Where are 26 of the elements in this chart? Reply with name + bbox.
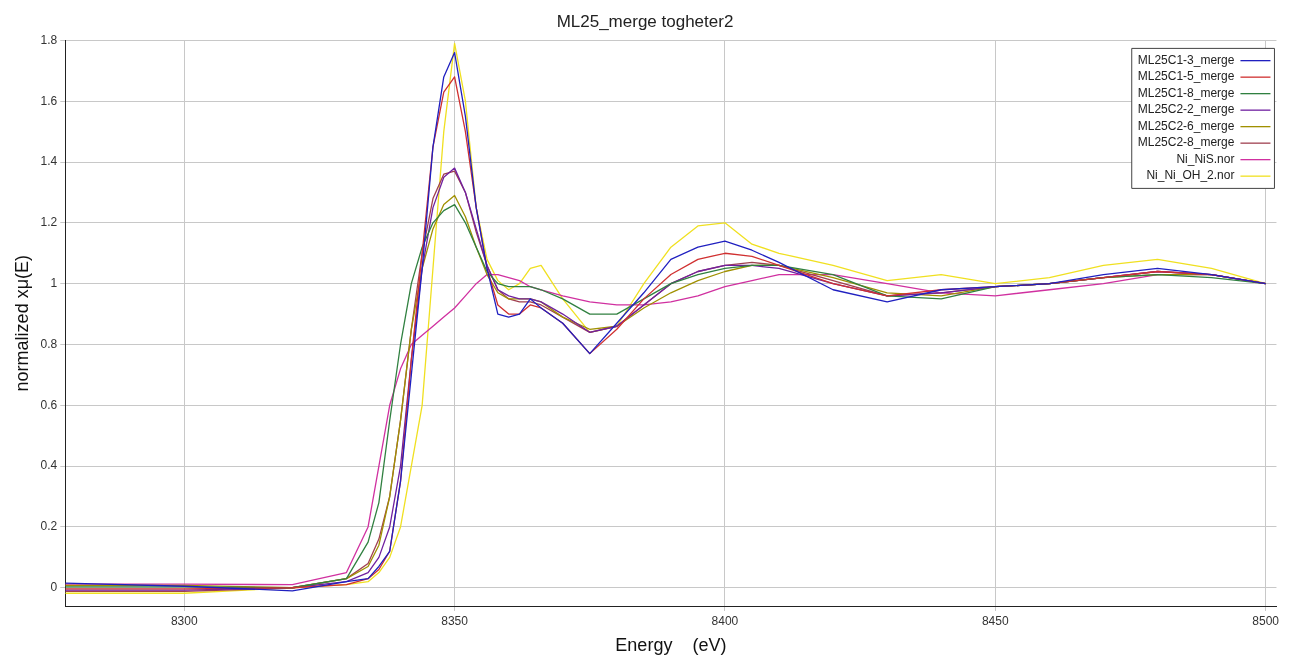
x-tick-label: 8300 (170, 613, 198, 628)
x-axis-title: Energy (eV) (615, 635, 727, 656)
x-tick-label: 8400 (711, 613, 739, 628)
legend-label: ML25C1-3_merge (1137, 52, 1235, 67)
x-tick-label: 8350 (441, 613, 469, 628)
x-tick-label: 8450 (981, 613, 1009, 628)
legend-label: ML25C2-8_merge (1137, 135, 1235, 150)
y-tick-label: 0.6 (40, 397, 58, 412)
y-tick-label: 0.4 (40, 458, 58, 473)
y-axis-title: normalized xμ(E) (11, 255, 32, 392)
legend-label: ML25C1-8_merge (1137, 85, 1235, 100)
y-tick-label: 0.8 (40, 336, 58, 351)
y-tick-label: 1.6 (40, 93, 58, 108)
chart-title: ML25_merge togheter2 (556, 11, 734, 31)
legend-label: ML25C2-2_merge (1137, 102, 1235, 117)
x-tick-label: 8500 (1252, 613, 1280, 628)
legend-label: Ni_Ni_OH_2.nor (1146, 168, 1235, 183)
y-tick-label: 1.4 (40, 154, 58, 169)
y-tick-label: 1.8 (40, 32, 58, 47)
legend-label: ML25C1-5_merge (1137, 69, 1235, 84)
y-tick-label: 0 (50, 580, 58, 595)
legend-label: Ni_NiS.nor (1176, 151, 1235, 166)
legend-label: ML25C2-6_merge (1137, 118, 1235, 133)
y-tick-label: 1.2 (40, 215, 58, 230)
y-tick-label: 1 (50, 275, 58, 290)
y-tick-label: 0.2 (40, 519, 58, 534)
